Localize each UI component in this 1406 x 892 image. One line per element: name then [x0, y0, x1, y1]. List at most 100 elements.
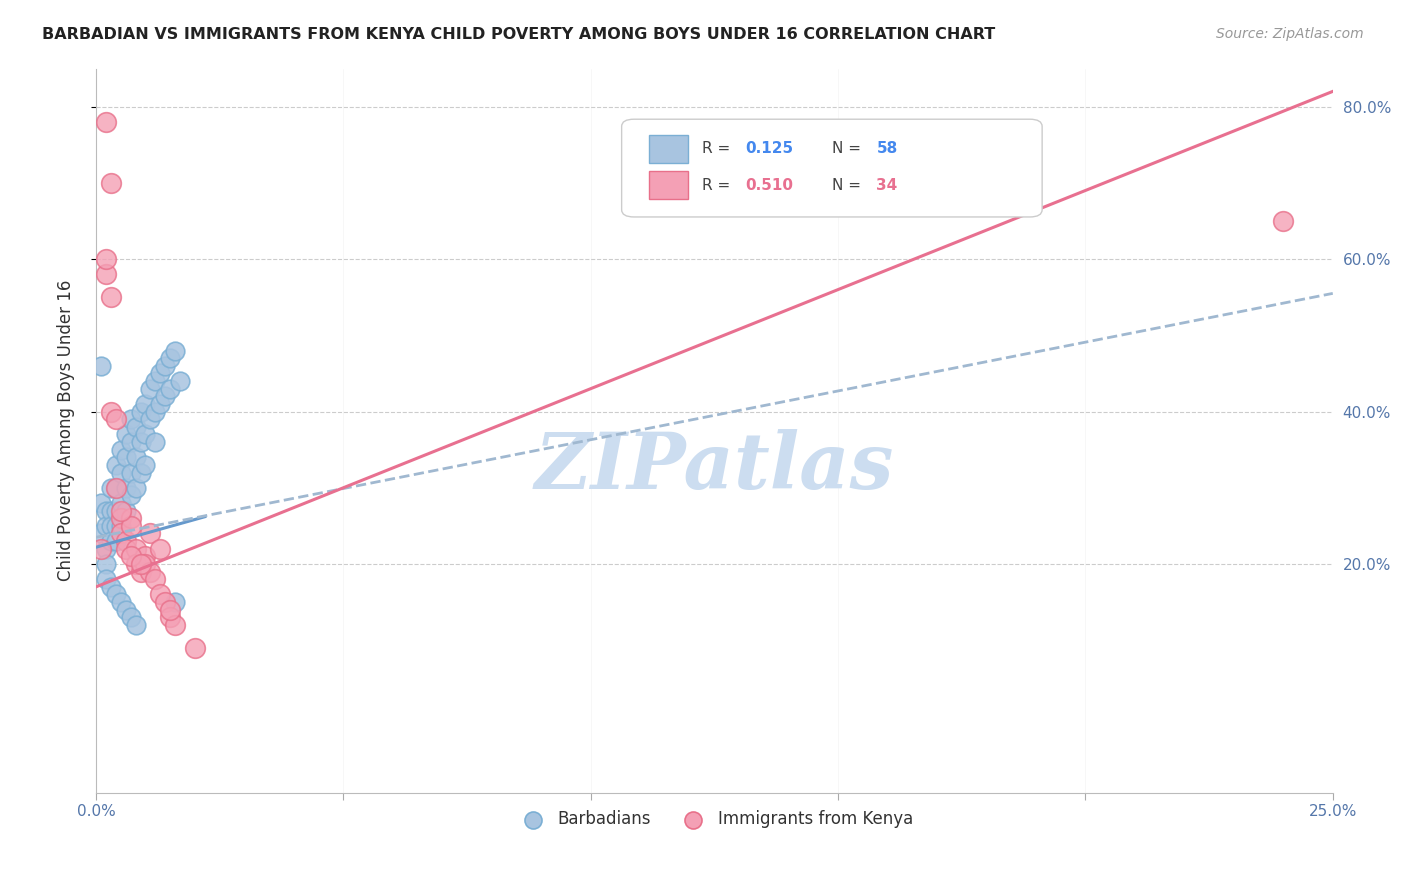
FancyBboxPatch shape — [648, 136, 689, 162]
Point — [134, 397, 156, 411]
Point — [110, 595, 132, 609]
Point — [100, 290, 122, 304]
Point — [134, 458, 156, 472]
Point — [120, 549, 142, 564]
Point — [110, 442, 132, 457]
Point — [134, 427, 156, 442]
Point — [104, 503, 127, 517]
Point — [149, 587, 172, 601]
Point — [149, 367, 172, 381]
Point — [129, 404, 152, 418]
Point — [104, 534, 127, 549]
FancyBboxPatch shape — [648, 171, 689, 199]
Point — [159, 382, 181, 396]
Point — [100, 580, 122, 594]
Point — [129, 435, 152, 450]
Point — [100, 404, 122, 418]
Point — [94, 541, 117, 556]
Point — [100, 534, 122, 549]
Point — [94, 572, 117, 586]
Text: N =: N = — [832, 178, 866, 193]
Point — [134, 557, 156, 571]
Legend: Barbadians, Immigrants from Kenya: Barbadians, Immigrants from Kenya — [509, 804, 920, 835]
Point — [145, 435, 167, 450]
Point — [100, 481, 122, 495]
Point — [124, 618, 146, 632]
Point — [124, 481, 146, 495]
Text: R =: R = — [702, 142, 735, 156]
Point — [124, 419, 146, 434]
Text: 58: 58 — [876, 142, 897, 156]
Point — [120, 412, 142, 426]
Point — [94, 503, 117, 517]
Text: N =: N = — [832, 142, 866, 156]
Point — [139, 526, 162, 541]
Point — [114, 503, 136, 517]
Point — [114, 541, 136, 556]
Point — [155, 595, 177, 609]
Point — [120, 435, 142, 450]
Point — [104, 481, 127, 495]
Point — [120, 511, 142, 525]
Point — [114, 450, 136, 465]
Point — [149, 541, 172, 556]
Point — [110, 496, 132, 510]
Point — [120, 519, 142, 533]
Text: Source: ZipAtlas.com: Source: ZipAtlas.com — [1216, 27, 1364, 41]
Point — [129, 557, 152, 571]
Point — [139, 382, 162, 396]
Point — [149, 397, 172, 411]
Point — [155, 359, 177, 373]
Point — [104, 412, 127, 426]
Point — [145, 572, 167, 586]
Y-axis label: Child Poverty Among Boys Under 16: Child Poverty Among Boys Under 16 — [58, 280, 75, 582]
Point — [124, 541, 146, 556]
Point — [110, 511, 132, 525]
Point — [129, 466, 152, 480]
Point — [104, 587, 127, 601]
Point — [94, 115, 117, 129]
Point — [94, 557, 117, 571]
Point — [114, 427, 136, 442]
Point — [110, 519, 132, 533]
Point — [114, 534, 136, 549]
Point — [159, 603, 181, 617]
Point — [90, 526, 112, 541]
Text: BARBADIAN VS IMMIGRANTS FROM KENYA CHILD POVERTY AMONG BOYS UNDER 16 CORRELATION: BARBADIAN VS IMMIGRANTS FROM KENYA CHILD… — [42, 27, 995, 42]
Point — [100, 519, 122, 533]
Point — [139, 565, 162, 579]
Point — [104, 481, 127, 495]
Point — [120, 466, 142, 480]
Point — [139, 412, 162, 426]
Point — [159, 610, 181, 624]
Point — [90, 541, 112, 556]
Point — [124, 557, 146, 571]
Point — [114, 603, 136, 617]
Point — [120, 488, 142, 502]
Point — [145, 374, 167, 388]
Point — [90, 359, 112, 373]
Point — [94, 519, 117, 533]
Point — [110, 526, 132, 541]
Point — [104, 458, 127, 472]
Point — [165, 618, 187, 632]
Point — [129, 565, 152, 579]
Point — [159, 351, 181, 366]
Point — [120, 610, 142, 624]
Point — [110, 466, 132, 480]
Text: 34: 34 — [876, 178, 897, 193]
Point — [145, 404, 167, 418]
Point — [165, 595, 187, 609]
Point — [1272, 214, 1295, 228]
Point — [110, 503, 132, 517]
Point — [100, 176, 122, 190]
Point — [94, 268, 117, 282]
Point — [155, 389, 177, 403]
Point — [134, 549, 156, 564]
Point — [169, 374, 191, 388]
Point — [165, 343, 187, 358]
Text: 0.125: 0.125 — [745, 142, 793, 156]
FancyBboxPatch shape — [621, 120, 1042, 217]
Text: ZIPatlas: ZIPatlas — [534, 428, 894, 505]
Point — [90, 496, 112, 510]
